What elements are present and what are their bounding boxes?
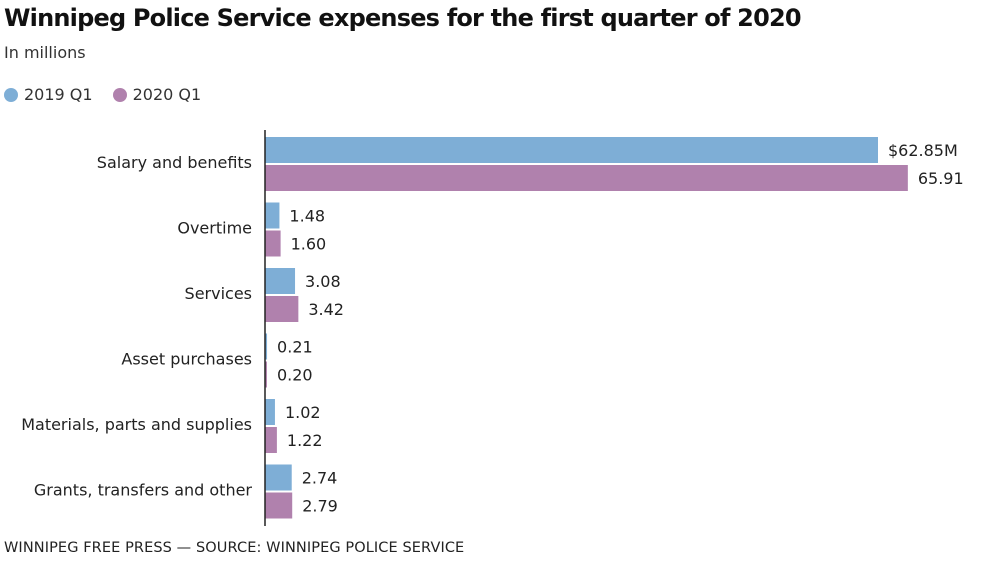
data-label: 1.22	[287, 431, 323, 450]
category-label: Salary and benefits	[97, 153, 252, 172]
data-label: 65.91	[918, 169, 964, 188]
data-label: $62.85M	[888, 141, 958, 160]
bar-2020-q1	[265, 230, 281, 257]
bar-2019-q1	[265, 333, 268, 360]
data-label: 3.42	[308, 300, 344, 319]
legend-swatch-2020	[112, 87, 127, 102]
category-label: Grants, transfers and other	[34, 481, 253, 500]
bar-2020-q1	[265, 427, 277, 453]
data-label: 1.48	[289, 207, 325, 226]
category-label: Materials, parts and supplies	[21, 415, 252, 434]
bar-2019-q1	[265, 202, 280, 229]
legend-label-2020: 2020 Q1	[132, 85, 202, 104]
data-label: 2.74	[302, 469, 338, 488]
bar-2020-q1	[265, 165, 908, 191]
data-label: 0.21	[277, 338, 313, 357]
legend-swatch-2019	[4, 87, 18, 102]
bar-2019-q1	[265, 268, 296, 294]
data-label: 2.79	[302, 497, 338, 516]
legend: 2019 Q1 2020 Q1	[4, 85, 201, 104]
bar-2020-q1	[265, 492, 293, 519]
bar-2020-q1	[265, 296, 299, 322]
category-label: Asset purchases	[121, 350, 252, 369]
data-label: 1.02	[285, 403, 321, 422]
chart-subtitle: In millions	[4, 43, 86, 62]
data-label: 3.08	[305, 272, 341, 291]
data-label: 1.60	[291, 235, 327, 254]
legend-item-2019: 2019 Q1	[4, 85, 93, 104]
chart-title: Winnipeg Police Service expenses for the…	[4, 4, 802, 32]
source-credit: WINNIPEG FREE PRESS — SOURCE: WINNIPEG P…	[4, 540, 465, 556]
data-label: 0.20	[277, 366, 313, 385]
legend-label-2019: 2019 Q1	[24, 85, 93, 104]
bar-2019-q1	[265, 137, 878, 163]
bar-2020-q1	[265, 361, 267, 388]
bar-2019-q1	[265, 464, 292, 491]
bar-2019-q1	[265, 399, 275, 425]
legend-item-2020: 2020 Q1	[112, 85, 202, 104]
category-label: Services	[185, 284, 252, 303]
category-label: Overtime	[177, 219, 252, 238]
